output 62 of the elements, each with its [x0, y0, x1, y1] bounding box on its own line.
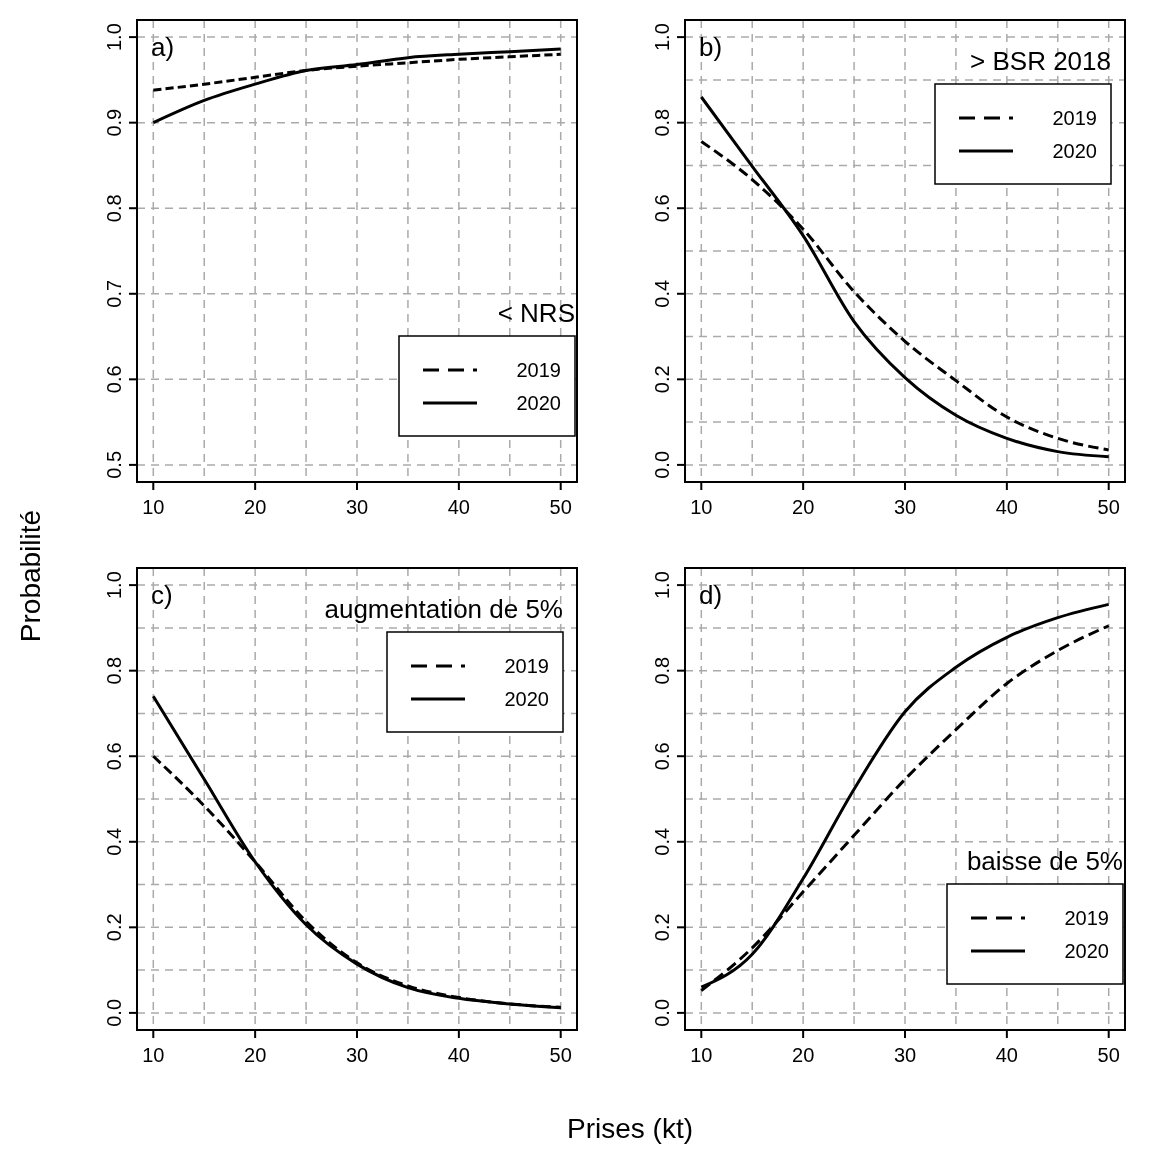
text: c) [151, 580, 173, 610]
y-tick-label: 0.8 [651, 108, 673, 137]
legend-label: 2019 [1064, 907, 1109, 929]
y-tick-label: 0.6 [103, 742, 125, 771]
y-tick-label: 0.2 [651, 913, 673, 942]
text: d) [699, 580, 723, 610]
legend-label: 2019 [1052, 107, 1097, 129]
y-tick-label: 0.4 [651, 827, 673, 856]
x-tick-label: 30 [345, 1044, 369, 1066]
legend-title: augmentation de 5% [324, 594, 563, 624]
legend-label: 2020 [1052, 140, 1097, 162]
y-tick-label: 1.0 [103, 23, 125, 52]
x-tick-label: 40 [447, 496, 470, 518]
x-tick-label: 40 [995, 1044, 1018, 1066]
x-tick-label: 10 [690, 496, 713, 518]
x-tick-label: 50 [1097, 1044, 1120, 1066]
y-tick-label: 0.6 [103, 365, 125, 394]
y-tick-label: 0.4 [651, 279, 673, 308]
x-axis-title: Prises (kt) [567, 1113, 693, 1144]
legend-title: > BSR 2018 [970, 46, 1111, 76]
y-tick-label: 0.4 [103, 827, 125, 856]
x-tick-label: 30 [893, 1044, 917, 1066]
y-tick-label: 0.2 [103, 913, 125, 942]
legend-title: baisse de 5% [966, 846, 1123, 876]
x-tick-label: 40 [995, 496, 1018, 518]
x-tick-label: 50 [1097, 496, 1120, 518]
y-tick-label: 0.2 [651, 365, 673, 394]
x-tick-label: 20 [244, 1044, 267, 1066]
x-tick-label: 20 [792, 1044, 815, 1066]
text: b) [699, 32, 723, 62]
x-tick-label: 20 [244, 496, 267, 518]
y-tick-label: 0.7 [103, 279, 125, 308]
y-tick-label: 0.5 [103, 450, 125, 479]
x-tick-label: 40 [447, 1044, 470, 1066]
y-tick-label: 0.8 [651, 656, 673, 685]
legend-label: 2020 [516, 392, 561, 414]
legend-title: < NRS [497, 298, 575, 328]
legend-label: 2020 [1064, 940, 1109, 962]
y-tick-label: 1.0 [103, 571, 125, 600]
x-tick-label: 30 [345, 496, 369, 518]
x-tick-label: 10 [142, 496, 165, 518]
x-tick-label: 10 [690, 1044, 713, 1066]
legend-label: 2019 [516, 359, 561, 381]
y-tick-label: 0.0 [651, 998, 673, 1027]
x-tick-label: 10 [142, 1044, 165, 1066]
x-tick-label: 30 [893, 496, 917, 518]
y-tick-label: 0.8 [103, 194, 125, 223]
x-tick-label: 20 [792, 496, 815, 518]
y-tick-label: 0.8 [103, 656, 125, 685]
y-tick-label: 0.9 [103, 108, 125, 137]
text: a) [151, 32, 175, 62]
y-tick-label: 0.0 [103, 998, 125, 1027]
y-tick-label: 1.0 [651, 23, 673, 52]
x-tick-label: 50 [549, 496, 572, 518]
y-tick-label: 0.6 [651, 194, 673, 223]
legend-label: 2020 [504, 688, 549, 710]
y-tick-label: 0.0 [651, 450, 673, 479]
legend-label: 2019 [504, 655, 549, 677]
y-tick-label: 0.6 [651, 742, 673, 771]
x-tick-label: 50 [549, 1044, 572, 1066]
y-tick-label: 1.0 [651, 571, 673, 600]
y-axis-title: Probabilité [15, 509, 46, 643]
